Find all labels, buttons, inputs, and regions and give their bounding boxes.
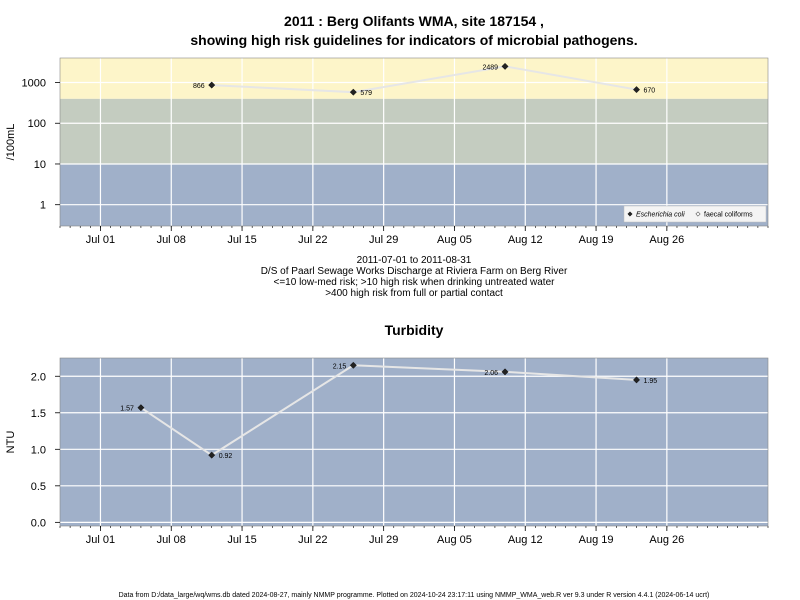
data-point — [349, 88, 357, 96]
microbial-chart: Jul 01 Jul 08 Jul 15 Jul 22 Jul 29 Aug 05 Aug … — [5, 57, 769, 246]
x-tick-label: Aug 12 — [508, 234, 543, 246]
turbidity-chart: Jul 01 Jul 08 Jul 15 Jul 22 Jul 29 Aug 05 Aug … — [5, 357, 769, 546]
data-point — [501, 368, 509, 376]
series-line — [211, 65, 637, 94]
y-tick-label: 2.0 — [31, 371, 46, 383]
data-point — [349, 361, 357, 369]
x-tick-label: Jul 22 — [298, 234, 327, 246]
data-label: 2.15 — [333, 363, 347, 370]
data-point — [208, 451, 216, 459]
data-label: 866 — [193, 83, 205, 90]
turbidity-chart-title: Turbidity — [385, 322, 444, 338]
legend-box — [623, 205, 767, 223]
x-tick-label: Aug 26 — [649, 534, 684, 546]
data-point — [633, 86, 640, 94]
data-label: 2489 — [482, 64, 498, 71]
legend-marker — [627, 211, 633, 217]
y-tick-label: 10 — [34, 159, 46, 171]
x-tick-label: Jul 08 — [157, 234, 186, 246]
y-tick-label: 0.0 — [31, 517, 46, 529]
x-tick-label: Jul 08 — [157, 534, 186, 546]
data-label: 1.95 — [644, 378, 658, 385]
x-tick-label: Jul 15 — [227, 534, 256, 546]
data-point — [501, 62, 509, 70]
caption-line-3: <=10 low-med risk; >10 high risk when dr… — [274, 277, 556, 288]
figure-title-line2: showing high risk guidelines for indicat… — [190, 32, 637, 48]
data-label: 579 — [360, 90, 372, 97]
data-point — [208, 81, 216, 89]
legend-marker — [695, 211, 701, 217]
x-tick-label: Aug 19 — [579, 534, 614, 546]
y-tick-label: 1.5 — [31, 408, 46, 420]
legend-label: Escherichia coli — [636, 212, 685, 219]
data-label: 0.92 — [219, 453, 233, 460]
legend-label: faecal coliforms — [704, 212, 753, 219]
x-tick-label: Jul 29 — [369, 534, 398, 546]
data-label: 1.57 — [120, 406, 134, 413]
x-tick-label: Jul 01 — [86, 534, 115, 546]
microbial-chart-caption: 2011-07-01 to 2011-08-31 D/S of Paarl Se… — [261, 255, 568, 299]
data-point — [633, 376, 640, 384]
risk-band-2 — [60, 58, 768, 99]
caption-line-2: D/S of Paarl Sewage Works Discharge at R… — [261, 266, 568, 277]
data-label: 2.06 — [484, 370, 498, 377]
x-tick-label: Jul 22 — [298, 534, 327, 546]
y-tick-label: 1 — [40, 200, 46, 212]
data-label: 670 — [644, 88, 656, 95]
y-tick-label: 1000 — [22, 78, 46, 90]
x-tick-label: Aug 05 — [437, 534, 472, 546]
x-tick-label: Aug 05 — [437, 234, 472, 246]
plot-background — [60, 358, 768, 526]
figure-footer: Data from D:/data_large/wq/wms.db dated … — [119, 592, 710, 599]
x-tick-label: Aug 19 — [579, 234, 614, 246]
x-tick-label: Jul 01 — [86, 234, 115, 246]
figure-title-line1: 2011 : Berg Olifants WMA, site 187154 , — [284, 13, 544, 29]
x-tick-label: Jul 15 — [227, 234, 256, 246]
x-tick-label: Aug 12 — [508, 534, 543, 546]
x-tick-label: Jul 29 — [369, 234, 398, 246]
caption-line-4: >400 high risk from full or partial cont… — [325, 288, 503, 299]
y-tick-label: 0.5 — [31, 481, 46, 493]
x-tick-label: Aug 26 — [649, 234, 684, 246]
data-point — [137, 404, 145, 412]
y-tick-label: 1.0 — [31, 444, 46, 456]
risk-band-1 — [60, 98, 768, 164]
y-axis-label: /100mL — [5, 124, 17, 161]
y-axis-label: NTU — [5, 431, 17, 454]
y-tick-label: 100 — [28, 118, 46, 130]
caption-line-1: 2011-07-01 to 2011-08-31 — [357, 255, 472, 266]
